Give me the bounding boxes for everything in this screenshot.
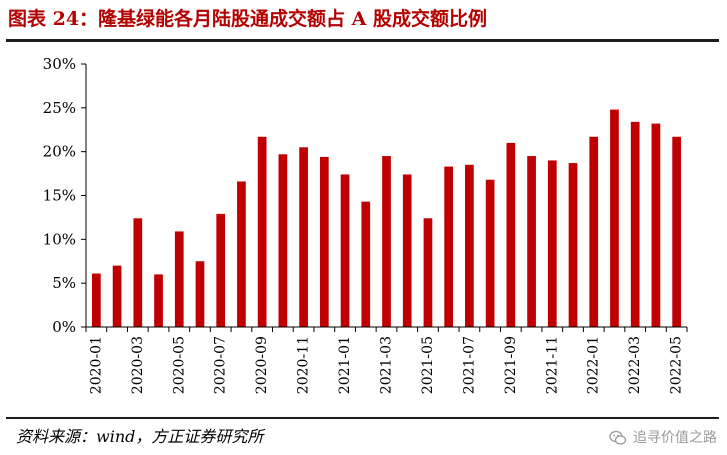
bar (174, 231, 184, 327)
bar (257, 136, 267, 327)
bar (506, 142, 516, 327)
figure-title: 图表 24：隆基绿能各月陆股通成交额占 A 股成交额比例 (8, 8, 488, 30)
bar (382, 156, 391, 327)
x-tick-label: 2021-03 (379, 336, 395, 394)
bar (133, 218, 143, 327)
x-tick-label: 2022-01 (586, 336, 602, 394)
y-tick-label: 15% (43, 187, 76, 205)
title-divider (6, 39, 719, 42)
watermark-text: 追寻价值之路 (633, 430, 717, 446)
bar (630, 121, 640, 327)
y-tick-label: 20% (43, 143, 76, 161)
bar (319, 156, 329, 327)
x-tick-label: 2020-11 (296, 336, 312, 394)
y-tick-label: 0% (52, 318, 76, 336)
bar (485, 179, 495, 327)
bar (278, 154, 288, 327)
bar (299, 147, 308, 327)
x-tick-label: 2021-01 (337, 336, 353, 394)
bar (195, 261, 205, 327)
bar (112, 265, 122, 327)
bar (672, 136, 681, 327)
x-tick-label: 2021-11 (544, 336, 560, 394)
x-tick-label: 2020-09 (254, 336, 270, 394)
wechat-icon (609, 430, 627, 445)
bar (340, 174, 350, 327)
bar-chart: 0% 5% 10% 15% 20% 25% 30% 2020-01 2020-03 2020-05… (43, 55, 688, 394)
x-tick-label: 2021-07 (461, 336, 477, 394)
x-tick-label: 2020-05 (171, 336, 187, 394)
y-tick-label: 5% (52, 274, 76, 292)
bar (568, 163, 578, 327)
bar (547, 160, 557, 327)
bar (361, 201, 371, 327)
x-tick-label: 2022-03 (627, 336, 643, 394)
x-tick-label: 2020-03 (130, 336, 146, 394)
bar (154, 274, 163, 327)
y-tick-label: 25% (43, 99, 76, 117)
x-tick-label: 2020-01 (88, 336, 104, 394)
bar (423, 218, 433, 327)
bar (402, 174, 412, 327)
footer-divider (6, 417, 719, 419)
x-tick-label: 2021-05 (420, 336, 436, 394)
y-tick-label: 10% (43, 230, 76, 248)
x-tick-label: 2021-09 (503, 336, 519, 394)
watermark: 追寻价值之路 (609, 426, 717, 450)
bar (237, 181, 246, 327)
bar (444, 166, 454, 327)
x-tick-label: 2022-05 (669, 336, 685, 394)
bar (589, 136, 599, 327)
bar (651, 123, 661, 327)
bar (610, 109, 619, 327)
bar (527, 156, 536, 327)
chart-area: 0% 5% 10% 15% 20% 25% 30% 2020-01 2020-03 2020-05… (0, 44, 727, 416)
bar (92, 273, 101, 327)
y-tick-label: 30% (43, 55, 76, 73)
bar (216, 213, 226, 327)
bar (465, 164, 474, 327)
x-tick-label: 2020-07 (213, 336, 229, 394)
source-note: 资料来源：wind，方正证券研究所 (16, 427, 264, 446)
